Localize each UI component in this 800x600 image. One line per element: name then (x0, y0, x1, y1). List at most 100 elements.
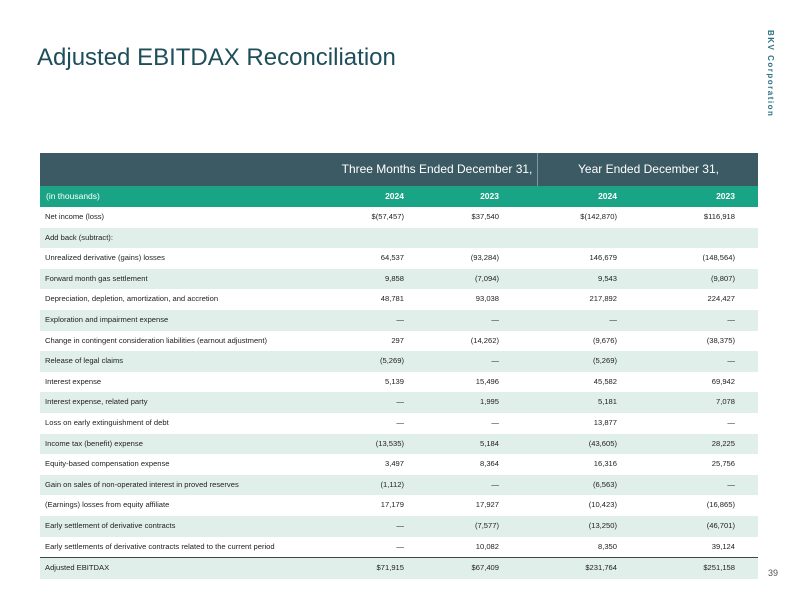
table-row: Interest expense, related party — 1,995 5,1… (40, 392, 758, 413)
row-label: Income tax (benefit) expense (45, 438, 143, 448)
table-cell: 10,082 (475, 541, 499, 551)
table-cell: (9,676) (592, 335, 617, 345)
table-cell: — (727, 479, 735, 489)
table-cell: $231,764 (585, 563, 617, 573)
table-cell: 1,995 (479, 397, 499, 407)
row-label: Adjusted EBITDAX (45, 563, 110, 573)
table-cell: 16,316 (593, 459, 617, 469)
group-header-three-months: Three Months Ended December 31, (341, 162, 533, 176)
table-cell: (16,865) (706, 500, 735, 510)
table-cell: 8,350 (597, 541, 617, 551)
group-header-row: Three Months Ended December 31, Year End… (40, 153, 758, 186)
table-cell: (1,112) (380, 479, 405, 489)
row-label: Release of legal claims (45, 356, 124, 366)
column-header-q-2023: 2023 (480, 191, 499, 201)
table-cell: 8,364 (479, 459, 499, 469)
table-row: Interest expense 5,139 15,496 45,582 69,942 (40, 372, 758, 393)
table-cell: (148,564) (702, 253, 735, 263)
page-title: Adjusted EBITDAX Reconciliation (37, 44, 396, 71)
table-cell: (5,269) (592, 356, 617, 366)
table-cell: 48,781 (380, 294, 404, 304)
table-row: Depreciation, depletion, amortization, a… (40, 289, 758, 310)
table-cell: (38,375) (706, 335, 735, 345)
table-cell: (13,535) (375, 438, 404, 448)
row-label: Equity-based compensation expense (45, 459, 170, 469)
row-label: Net income (loss) (45, 212, 105, 221)
table-body: Net income (loss) $(57,457) $37,540 $(142,8… (40, 207, 758, 579)
row-label: Exploration and impairment expense (45, 314, 169, 324)
row-label: Unrealized derivative (gains) losses (45, 253, 165, 263)
table-cell: (10,423) (588, 500, 617, 510)
reconciliation-table: Three Months Ended December 31, Year End… (40, 153, 758, 579)
row-label: (Earnings) losses from equity affiliate (45, 500, 170, 510)
row-label: Interest expense, related party (45, 397, 148, 407)
table-cell: — (396, 417, 404, 427)
table-cell: (14,262) (470, 335, 499, 345)
row-label: Gain on sales of non-operated interest i… (45, 479, 239, 489)
table-row: Release of legal claims (5,269) — (5,269) — (40, 351, 758, 372)
table-cell: — (727, 314, 735, 324)
table-cell: 64,537 (380, 253, 404, 263)
table-cell: (46,701) (706, 520, 735, 530)
row-label: Forward month gas settlement (45, 273, 148, 283)
table-row: Forward month gas settlement 9,858 (7,094)… (40, 268, 758, 290)
table-row: Early settlement of derivative contracts… (40, 515, 758, 537)
table-cell: (13,250) (588, 520, 617, 530)
table-cell: $37,540 (471, 212, 499, 221)
table-cell: $116,918 (703, 212, 735, 221)
table-cell: 5,184 (479, 438, 499, 448)
group-header-year: Year Ended December 31, (537, 153, 759, 186)
table-cell: — (727, 417, 735, 427)
units-label: (in thousands) (46, 191, 100, 201)
row-label: Depreciation, depletion, amortization, a… (45, 294, 219, 304)
table-row: (Earnings) losses from equity affiliate 1… (40, 495, 758, 516)
table-row: Equity-based compensation expense 3,497 8,… (40, 454, 758, 475)
table-cell: 17,179 (380, 500, 404, 510)
table-cell: — (491, 479, 499, 489)
column-header-row: (in thousands) 2024 2023 2024 2023 (40, 186, 758, 207)
table-cell: 7,078 (715, 397, 735, 407)
table-cell: — (396, 541, 404, 551)
row-label: Early settlements of derivative contract… (45, 541, 275, 551)
table-cell: 69,942 (711, 376, 735, 386)
table-cell: 5,139 (384, 376, 404, 386)
table-cell: $67,409 (471, 563, 499, 573)
table-cell: — (396, 397, 404, 407)
table-row: Add back (subtract): (40, 227, 758, 249)
table-cell: 13,877 (593, 417, 617, 427)
table-cell: — (491, 356, 499, 366)
table-row: Unrealized derivative (gains) losses 64,5… (40, 248, 758, 269)
table-cell: 9,543 (597, 273, 617, 283)
table-cell: — (609, 314, 617, 324)
row-label: Early settlement of derivative contracts (45, 520, 176, 530)
row-label: Loss on early extinguishment of debt (45, 417, 169, 427)
row-label: Change in contingent consideration liabi… (45, 335, 268, 345)
table-cell: (7,577) (474, 520, 499, 530)
table-cell: $(142,870) (580, 212, 617, 221)
column-header-y-2024: 2024 (598, 191, 617, 201)
table-cell: — (396, 520, 404, 530)
table-cell: $(57,457) (371, 212, 404, 221)
table-cell: 224,427 (707, 294, 735, 304)
table-cell: (93,284) (470, 253, 499, 263)
table-cell: 39,124 (711, 541, 735, 551)
table-cell: — (491, 314, 499, 324)
table-cell: 45,582 (593, 376, 617, 386)
table-cell: 297 (391, 335, 404, 345)
total-row: Adjusted EBITDAX $71,915 $67,409 $231,764 $2… (40, 557, 758, 579)
table-cell: — (491, 417, 499, 427)
table-cell: 3,497 (384, 459, 404, 469)
table-cell: 217,892 (589, 294, 617, 304)
table-cell: $251,158 (703, 563, 735, 573)
table-cell: (9,807) (710, 273, 735, 283)
table-cell: 9,858 (384, 273, 404, 283)
table-row: Net income (loss) $(57,457) $37,540 $(142,8… (40, 207, 758, 228)
table-cell: $71,915 (376, 563, 404, 573)
table-cell: 5,181 (597, 397, 617, 407)
column-header-q-2024: 2024 (385, 191, 404, 201)
row-label: Add back (subtract): (45, 232, 113, 242)
table-row: Exploration and impairment expense — — — — (40, 309, 758, 331)
table-cell: 17,927 (475, 500, 499, 510)
table-row: Early settlements of derivative contract… (40, 537, 758, 558)
table-row: Change in contingent consideration liabi… (40, 331, 758, 352)
